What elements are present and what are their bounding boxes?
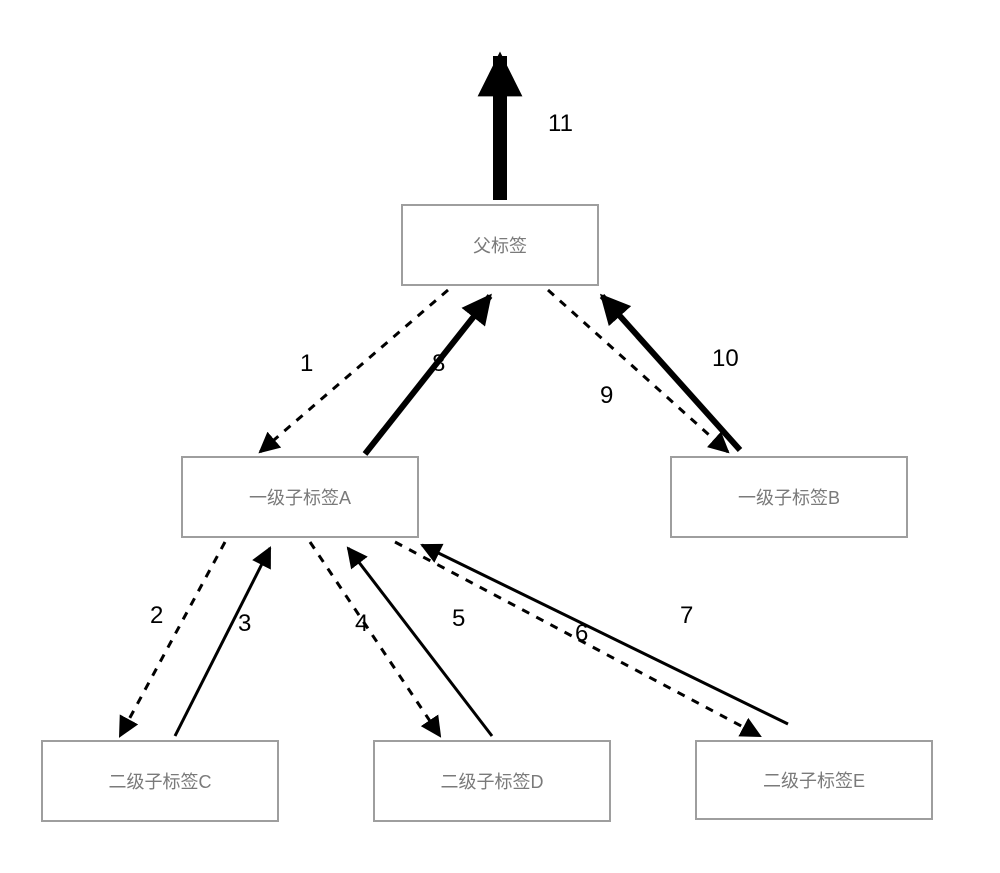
node-childD: 二级子标签D: [373, 740, 611, 822]
edge-label-e1: 1: [300, 350, 313, 378]
node-childA: 一级子标签A: [181, 456, 419, 538]
edge-e3: [175, 548, 270, 736]
node-label: 二级子标签D: [441, 768, 544, 794]
edge-e2: [120, 542, 225, 736]
edge-label-e10: 10: [712, 345, 739, 373]
edge-label-e6: 6: [575, 620, 588, 648]
edge-label-e5: 5: [452, 605, 465, 633]
edge-e10: [602, 296, 740, 450]
node-label: 二级子标签C: [109, 768, 212, 794]
node-label: 二级子标签E: [763, 767, 865, 793]
edge-label-e8: 8: [432, 350, 445, 378]
edge-label-e11: 11: [548, 110, 573, 138]
edge-e5: [348, 548, 492, 736]
edge-label-e4: 4: [355, 610, 368, 638]
edge-label-e9: 9: [600, 382, 613, 410]
edge-label-e3: 3: [238, 610, 251, 638]
edge-label-e2: 2: [150, 602, 163, 630]
edge-e4: [310, 542, 440, 736]
node-label: 父标签: [473, 232, 527, 258]
node-parent: 父标签: [401, 204, 599, 286]
node-childB: 一级子标签B: [670, 456, 908, 538]
edge-e1: [260, 290, 448, 452]
node-childE: 二级子标签E: [695, 740, 933, 820]
edge-e9: [548, 290, 728, 452]
node-childC: 二级子标签C: [41, 740, 279, 822]
diagram-canvas: { "diagram": { "type": "tree", "canvas":…: [0, 0, 1000, 873]
edge-label-e7: 7: [680, 602, 693, 630]
node-label: 一级子标签A: [249, 484, 351, 510]
edge-e7: [422, 545, 788, 724]
node-label: 一级子标签B: [738, 484, 840, 510]
edge-e8: [365, 296, 490, 454]
